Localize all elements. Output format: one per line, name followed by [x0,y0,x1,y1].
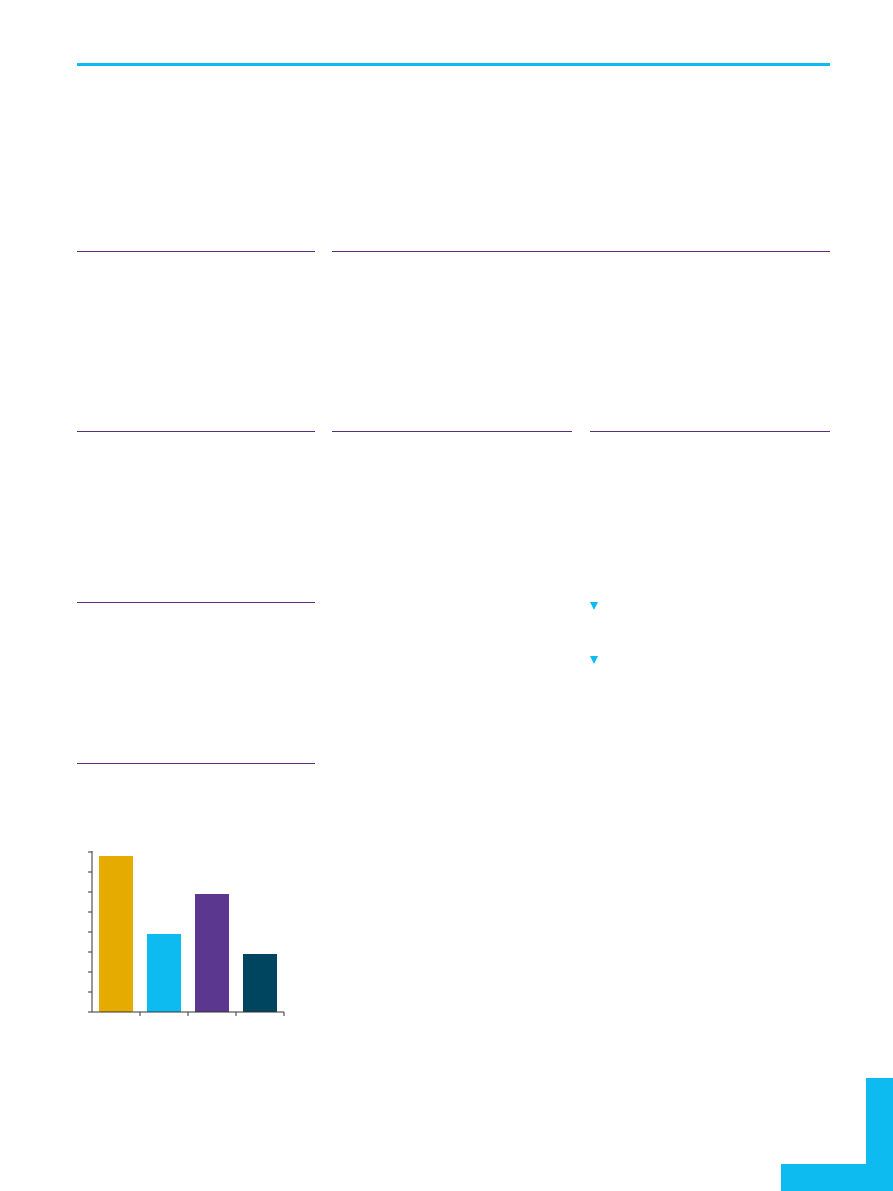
chart-bar [147,934,181,1012]
triangle-down-icon [590,602,598,610]
header-rule [77,63,830,66]
section-rule-2-middle [332,431,572,432]
chart-bar [195,894,229,1012]
section-rule-4-left [77,763,315,764]
section-rule-3-left [77,602,315,603]
corner-bracket-horizontal [781,1164,893,1191]
section-rule-1-left [77,251,315,252]
section-rule-2-left [77,431,315,432]
bar-chart [88,851,285,1016]
section-rule-2-right [590,431,830,432]
section-rule-1-right [332,251,830,252]
triangle-down-icon [590,656,598,664]
chart-bar [99,856,133,1012]
chart-bar [243,954,277,1012]
